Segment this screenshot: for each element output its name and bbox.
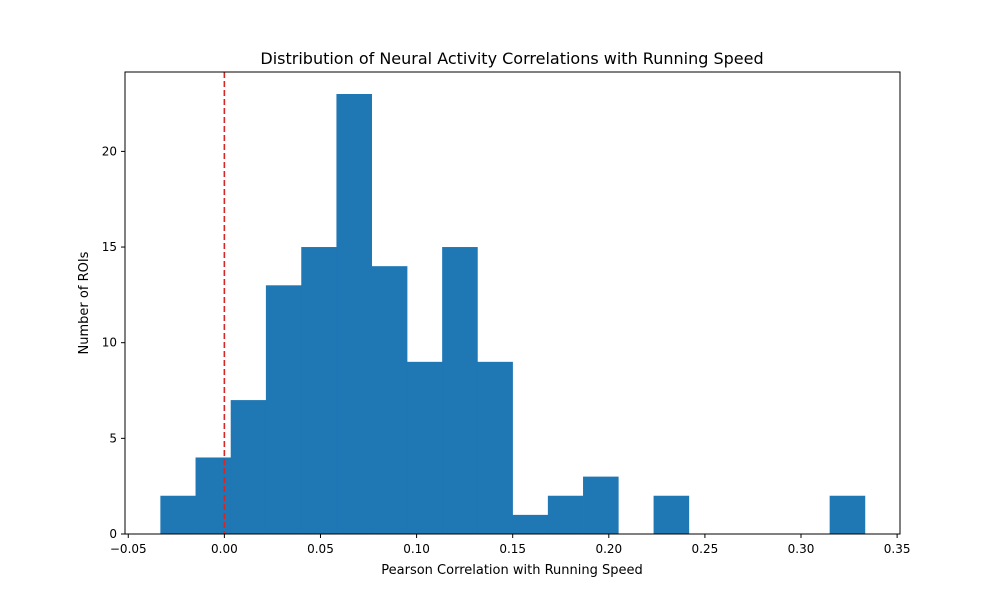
histogram-bar [301,247,337,535]
y-tick-label: 20 [102,144,117,158]
histogram-bar [547,495,584,534]
histogram-bar [477,361,513,534]
histogram-bars [160,94,866,535]
x-tick-label: −0.05 [110,542,147,556]
y-tick-label: 0 [109,527,117,541]
histogram-bar [583,476,619,534]
histogram-bar [442,247,478,535]
histogram-bar [160,495,196,534]
x-tick-label: 0.05 [307,542,334,556]
x-axis-label: Pearson Correlation with Running Speed [381,563,642,578]
y-tick-label: 15 [102,240,117,254]
x-tick-label: 0.00 [211,542,238,556]
histogram-bar [406,361,443,534]
x-tick-label: 0.20 [595,542,622,556]
histogram-bar [512,514,549,534]
x-tick-label: 0.35 [884,542,911,556]
y-tick-label: 5 [109,431,117,445]
y-axis-ticks: 0 5 10 15 20 [102,144,125,541]
histogram-bar [265,285,302,534]
x-axis-ticks: −0.05 0.00 0.05 0.10 0.15 0.20 0.25 0.30 0.35 [110,534,911,556]
histogram-bar [371,266,408,534]
x-tick-label: 0.30 [788,542,815,556]
histogram-bar [195,457,232,534]
histogram-bar [829,495,866,534]
x-tick-label: 0.10 [403,542,430,556]
y-axis-label: Number of ROIs [77,251,92,354]
chart-title: Distribution of Neural Activity Correlat… [260,49,763,68]
x-tick-label: 0.25 [692,542,719,556]
x-tick-label: 0.15 [499,542,526,556]
histogram-bar [653,495,690,534]
histogram-bar [336,94,372,534]
histogram-bar [230,400,267,534]
y-tick-label: 10 [102,336,117,350]
